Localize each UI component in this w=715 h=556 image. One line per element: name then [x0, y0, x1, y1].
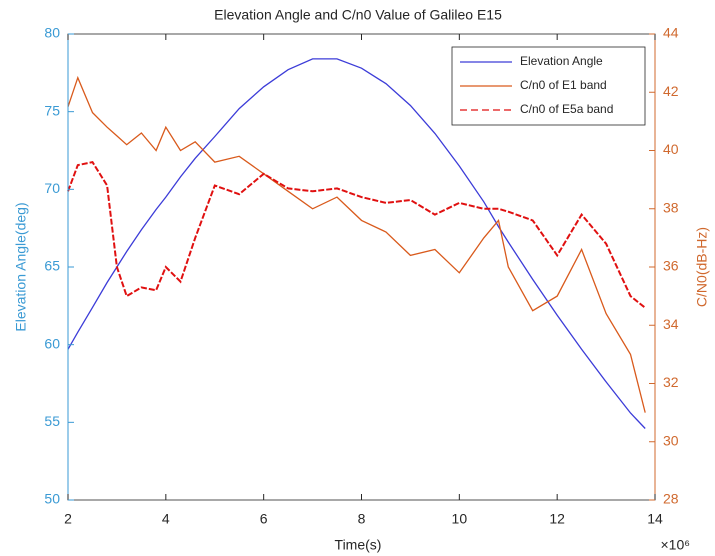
y2-tick-label: 44	[663, 25, 679, 41]
y2-tick-label: 28	[663, 491, 679, 507]
x-tick-label: 14	[647, 511, 663, 527]
x-tick-label: 2	[64, 511, 72, 527]
x-axis-label: Time(s)	[335, 537, 382, 553]
y2-tick-label: 40	[663, 141, 679, 157]
y2-tick-label: 42	[663, 83, 679, 99]
x-tick-label: 6	[260, 511, 268, 527]
y-tick-label: 50	[44, 491, 60, 507]
series-line	[67, 58, 646, 429]
y2-tick-label: 34	[663, 316, 679, 332]
y-tick-label: 55	[44, 413, 60, 429]
x-tick-label: 10	[452, 511, 468, 527]
legend-label: Elevation Angle	[520, 54, 603, 68]
x-tick-label: 4	[162, 511, 170, 527]
y-tick-label: 65	[44, 258, 60, 274]
series-line	[67, 160, 646, 309]
y2-tick-label: 36	[663, 258, 679, 274]
y-tick-label: 80	[44, 25, 60, 41]
legend-label: C/n0 of E5a band	[520, 102, 613, 116]
legend-label: C/n0 of E1 band	[520, 78, 607, 92]
chart-title: Elevation Angle and C/n0 Value of Galile…	[214, 7, 502, 23]
x-multiplier: ×10⁶	[660, 537, 690, 553]
y-axis-label: Elevation Angle(deg)	[13, 202, 29, 331]
x-tick-label: 12	[549, 511, 565, 527]
y2-axis-label: C/N0(dB-Hz)	[694, 227, 710, 307]
y-tick-label: 60	[44, 335, 60, 351]
series-line	[67, 75, 646, 413]
y-tick-label: 75	[44, 102, 60, 118]
y-tick-label: 70	[44, 180, 60, 196]
x-tick-label: 8	[358, 511, 366, 527]
y2-tick-label: 32	[663, 374, 679, 390]
y2-tick-label: 38	[663, 199, 679, 215]
y2-tick-label: 30	[663, 432, 679, 448]
